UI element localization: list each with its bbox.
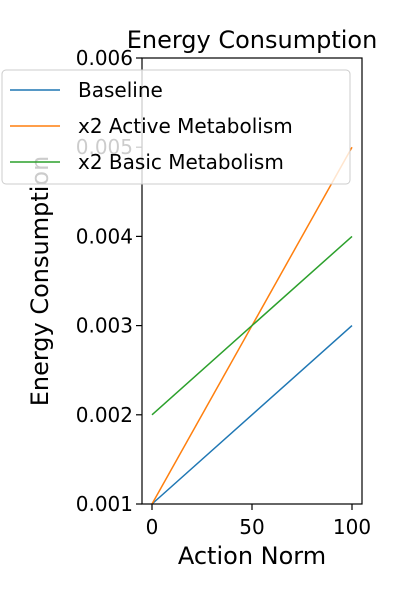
y-tick-label: 0.006 — [76, 46, 133, 70]
x-tick-label: 50 — [239, 515, 264, 539]
series-line-2 — [151, 235, 353, 416]
x-tick-label: 100 — [333, 515, 371, 539]
x-axis-ticks: 0 50 100 — [146, 504, 371, 539]
legend-label-0: Baseline — [78, 78, 163, 102]
y-axis-label: Energy Consumption — [26, 156, 54, 407]
legend-label-1: x2 Active Metabolism — [78, 114, 293, 138]
legend-items: Baseline x2 Active Metabolism x2 Basic Met… — [10, 78, 293, 174]
y-tick-label: 0.001 — [76, 492, 133, 516]
y-tick-label: 0.004 — [76, 224, 133, 248]
legend: Baseline x2 Active Metabolism x2 Basic Met… — [1, 69, 351, 185]
legend-label-2: x2 Basic Metabolism — [78, 150, 284, 174]
y-tick-label: 0.002 — [76, 403, 133, 427]
x-tick-label: 0 — [146, 515, 159, 539]
legend-box — [1, 69, 351, 185]
x-axis-label: Action Norm — [178, 542, 326, 570]
y-tick-label: 0.003 — [76, 314, 133, 338]
series-line-0 — [151, 325, 353, 505]
chart-title: Energy Consumption — [127, 26, 378, 54]
plot-lines — [151, 146, 353, 505]
